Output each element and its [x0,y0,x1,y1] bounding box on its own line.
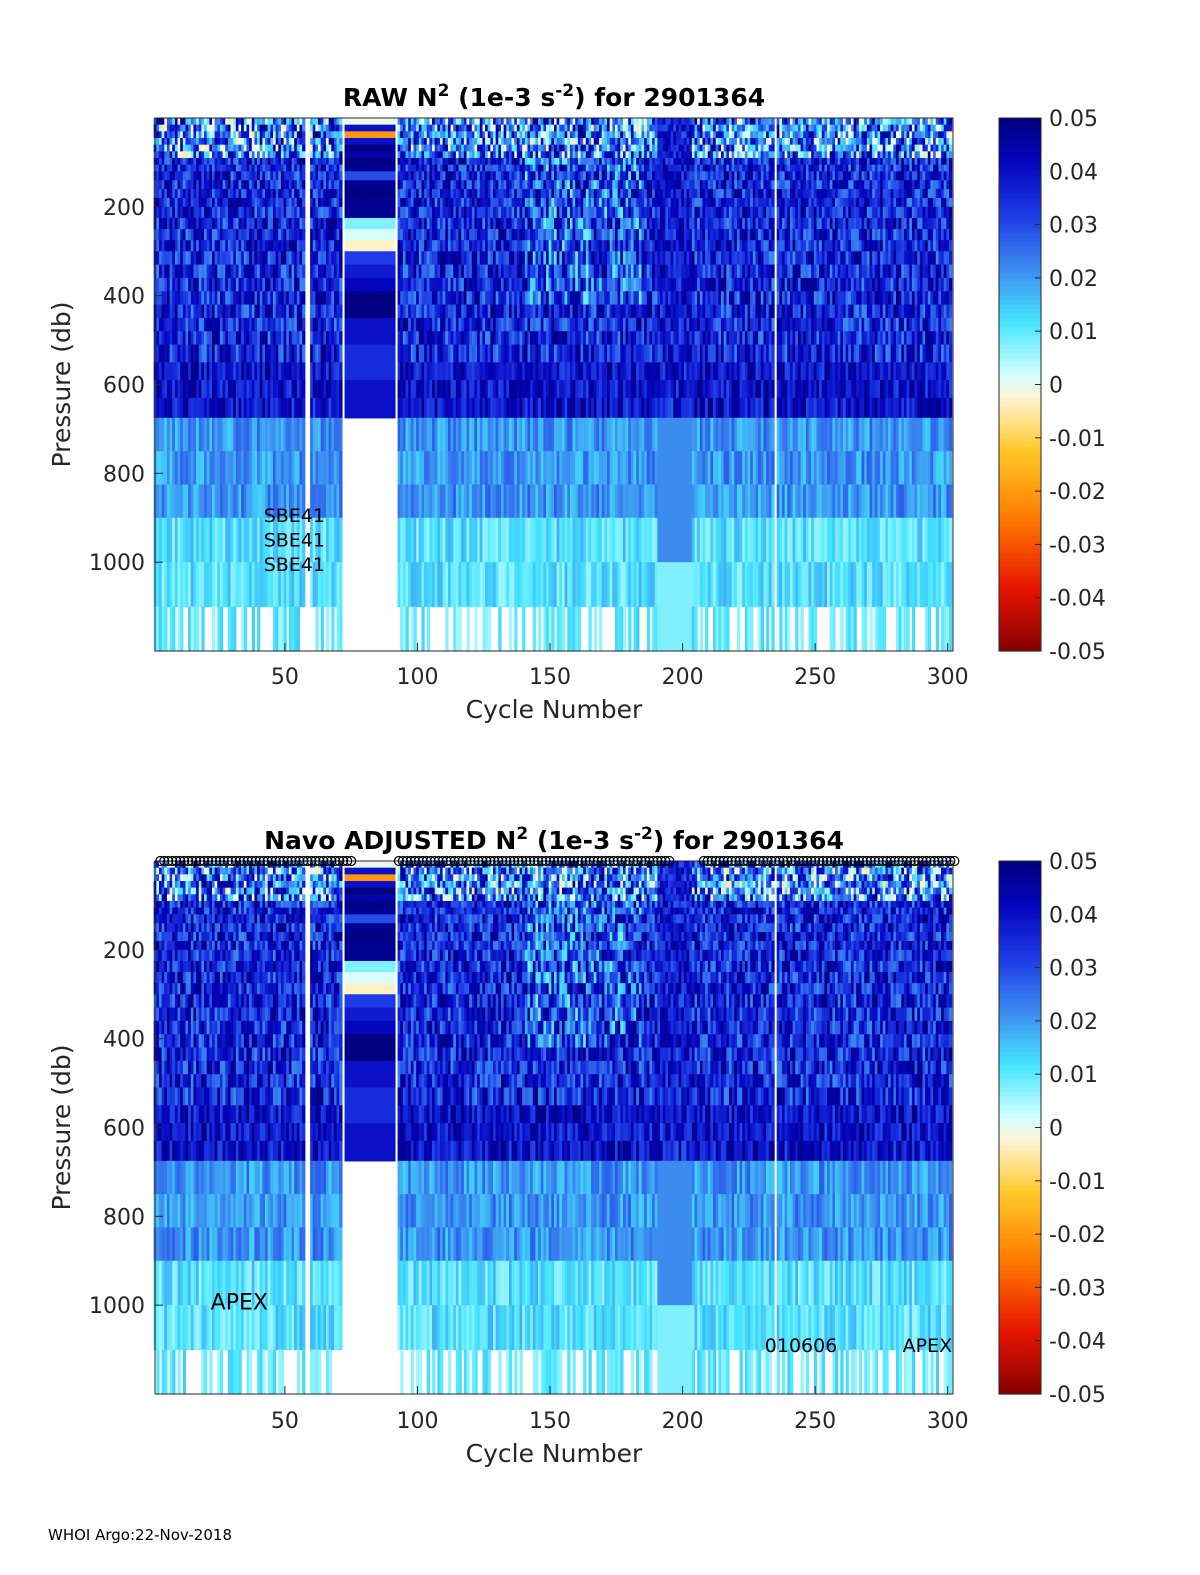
heatmap-cell [302,171,305,180]
heatmap-cell [302,229,305,241]
heatmap-cell [339,180,342,189]
heatmap-cell [339,165,342,172]
heatmap-cell [302,118,305,125]
heatmap-cell [339,251,342,265]
heatmap-cell [339,380,342,398]
heatmap-cell [339,518,342,563]
heatmap-cell [302,291,305,305]
heatmap-cell [326,607,329,652]
heatmap-cell [339,418,342,452]
heatmap-cell [220,607,223,652]
heatmap-cell [339,484,342,518]
heatmap-cell [339,305,342,319]
heatmap-cell [315,607,318,652]
chart-title: RAW N2 (1e-3 s-2) for 2901364 [343,81,765,112]
heatmap-cell [302,218,305,230]
title-superscript: -2 [555,81,574,101]
heatmap-cell [302,305,305,319]
heatmap-cell [201,607,204,652]
heatmap-cell [302,189,305,198]
heatmap-cell [339,562,342,607]
heatmap-cell [257,607,260,652]
heatmap-cell [339,398,342,419]
heatmap-cell [339,278,342,292]
heatmap-cell [302,125,305,132]
heatmap-cell [302,207,305,219]
heatmap-cell [172,607,175,652]
heatmap-cell [339,189,342,198]
heatmap-cell [339,138,342,145]
heatmap-cell [339,291,342,305]
heatmap-cell [302,362,305,380]
heatmap-cell [339,451,342,485]
heatmap-cell [339,125,342,132]
heatmap-cell [339,218,342,230]
heatmap-cell [302,331,305,345]
heatmap-cell [302,198,305,207]
heatmap-cell [302,145,305,152]
heatmap-cell [339,265,342,279]
title-part: RAW N [343,83,438,112]
heatmap-cell [302,165,305,172]
heatmap-cell [339,171,342,180]
figure: RAW N2 (1e-3 s-2) for 290136450 100 150 200… [0,0,1200,1575]
heatmap-cell [302,240,305,252]
title-part: ) for 2901364 [574,83,765,112]
heatmap-cell [302,318,305,332]
heatmap-cell [339,158,342,165]
heatmap-cell [252,607,255,652]
heatmap-cell [302,345,305,363]
heatmap-cell [339,362,342,380]
heatmap-cell [196,607,199,652]
heatmap-cell [339,151,342,158]
heatmap-cell [302,180,305,189]
title-part: (1e-3 s [449,83,555,112]
heatmap-cell [331,607,334,652]
heatmap-cell [302,138,305,145]
heatmap-cell [302,265,305,279]
heatmap-cell [302,251,305,265]
heatmap-cell [302,158,305,165]
title-superscript: 2 [438,81,450,101]
heatmap-cell [321,607,324,652]
heatmap-cell [164,607,167,652]
heatmap-cell [180,607,183,652]
heatmap-cell [339,607,342,652]
heatmap-cell [233,607,236,652]
heatmap-cell [339,240,342,252]
heatmap-cell [339,345,342,363]
heatmap-cell [302,278,305,292]
heatmap-cell [339,145,342,152]
heatmap-cell [339,131,342,138]
heatmap-cell [302,451,305,485]
heatmap-cell [302,418,305,452]
heatmap-cell [339,318,342,332]
heatmap-cell [244,607,247,652]
heatmap-cell [339,198,342,207]
heatmap-cell [297,607,300,652]
heatmap-cell [339,207,342,219]
heatmap-cell [302,380,305,398]
heatmap-cell [302,131,305,138]
heatmap-cell [339,118,342,125]
heatmap-cell [339,331,342,345]
heatmap-cell [302,398,305,419]
heatmap-cell [212,607,215,652]
heatmap-cell [339,229,342,241]
heatmap-cell [302,151,305,158]
